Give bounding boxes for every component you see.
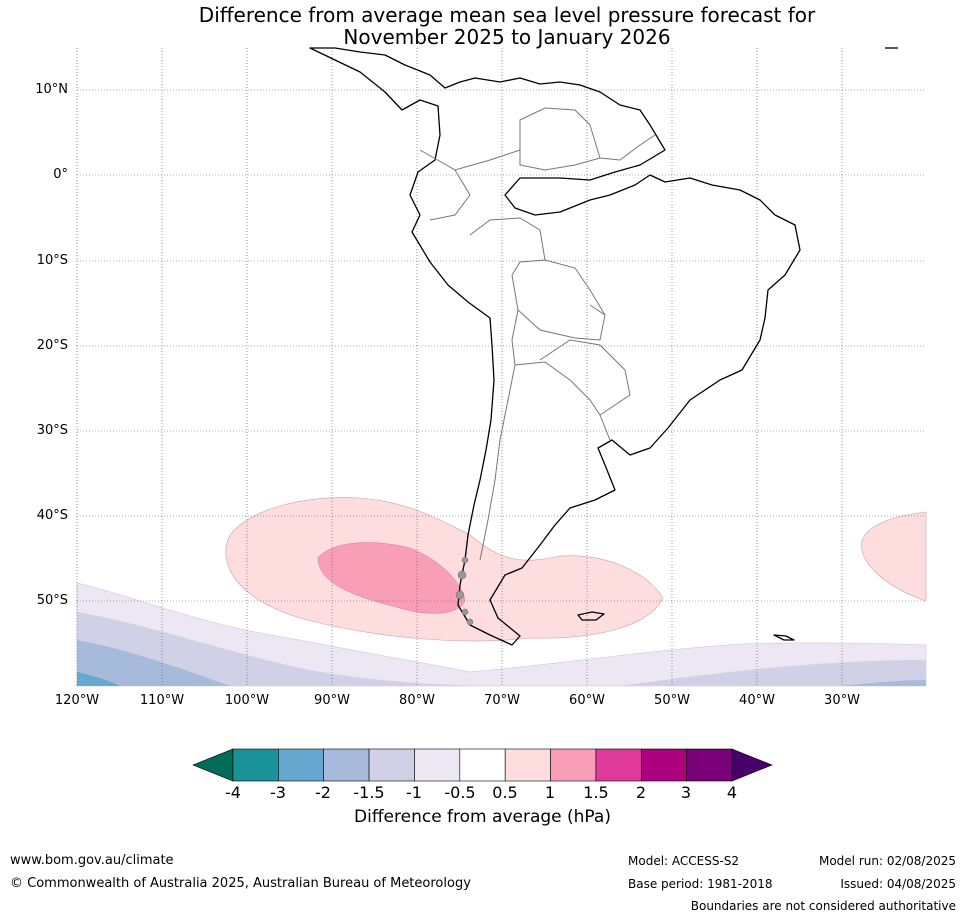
cb-tick-9: 2 xyxy=(635,783,647,802)
boundaries-disclaimer: Boundaries are not considered authoritat… xyxy=(690,899,956,913)
copyright-notice: © Commonwealth of Australia 2025, Austra… xyxy=(10,876,471,891)
colorbar-cell-9 xyxy=(640,748,687,782)
lon-label-120w: 120°W xyxy=(54,693,100,708)
lon-label-30w: 30°W xyxy=(824,693,860,708)
cb-tick-8: 1.5 xyxy=(583,783,609,802)
cb-tick-6: 0.5 xyxy=(492,783,518,802)
anomaly-minus-1-5 xyxy=(77,612,926,686)
colorbar-cell-10 xyxy=(686,748,733,782)
anomaly-plus-0-5-east xyxy=(861,511,927,602)
colorbar-cell-2 xyxy=(323,748,370,782)
anomaly-minus-1 xyxy=(76,582,927,687)
south-georgia xyxy=(773,634,795,641)
anomaly-plus-1-west xyxy=(317,542,466,614)
cb-tick-5: -0.5 xyxy=(444,783,476,802)
cb-tick-4: -1 xyxy=(406,783,422,802)
cb-tick-10: 3 xyxy=(680,783,692,802)
cb-tick-11: 4 xyxy=(726,783,738,802)
lon-label-50w: 50°W xyxy=(654,693,690,708)
colorbar-cell-5 xyxy=(459,748,506,782)
title-line-1: Difference from average mean sea level p… xyxy=(198,3,816,27)
lat-label-30s: 30°S xyxy=(36,423,68,438)
issued-date: Issued: 04/08/2025 xyxy=(840,877,956,891)
lat-label-50s: 50°S xyxy=(36,593,68,608)
colorbar xyxy=(192,748,773,782)
lat-label-40s: 40°S xyxy=(36,508,68,523)
website-link[interactable]: www.bom.gov.au/climate xyxy=(10,853,174,868)
lat-label-20s: 20°S xyxy=(36,338,68,353)
lon-label-100w: 100°W xyxy=(224,693,270,708)
colorbar-label: Difference from average (hPa) xyxy=(354,807,611,827)
model-name: Model: ACCESS-S2 xyxy=(628,854,740,868)
colorbar-over-arrow xyxy=(731,748,773,782)
colorbar-cell-6 xyxy=(504,748,551,782)
colorbar-cell-0 xyxy=(232,748,279,782)
falkland-islands xyxy=(577,611,605,621)
lon-label-70w: 70°W xyxy=(484,693,520,708)
country-borders xyxy=(419,107,656,561)
lon-label-60w: 60°W xyxy=(569,693,605,708)
cb-tick-0: -4 xyxy=(225,783,241,802)
lat-label-10s: 10°S xyxy=(36,253,68,268)
lon-label-80w: 80°W xyxy=(399,693,435,708)
colorbar-cell-8 xyxy=(595,748,642,782)
cb-tick-3: -1.5 xyxy=(353,783,385,802)
cb-tick-1: -3 xyxy=(270,783,286,802)
south-america-outline xyxy=(309,47,801,646)
colorbar-under-arrow xyxy=(192,748,234,782)
lon-label-110w: 110°W xyxy=(139,693,185,708)
colorbar-cell-3 xyxy=(368,748,415,782)
colorbar-cell-4 xyxy=(414,748,461,782)
cb-tick-7: 1 xyxy=(544,783,556,802)
lon-label-40w: 40°W xyxy=(739,693,775,708)
coastline xyxy=(309,47,898,646)
cb-tick-2: -2 xyxy=(315,783,331,802)
chile-islands xyxy=(455,556,474,626)
lon-label-90w: 90°W xyxy=(314,693,350,708)
title-line-2: November 2025 to January 2026 xyxy=(343,25,671,49)
colorbar-cell-1 xyxy=(278,748,325,782)
lat-label-10n: 10°N xyxy=(35,82,68,97)
colorbar-cells xyxy=(232,748,733,782)
colorbar-cell-7 xyxy=(550,748,597,782)
model-run-date: Model run: 02/08/2025 xyxy=(818,854,956,868)
base-period: Base period: 1981-2018 xyxy=(628,877,773,891)
anomaly-minus-3 xyxy=(77,672,120,686)
lat-label-0: 0° xyxy=(53,167,68,182)
map-title: Difference from average mean sea level p… xyxy=(0,4,965,48)
